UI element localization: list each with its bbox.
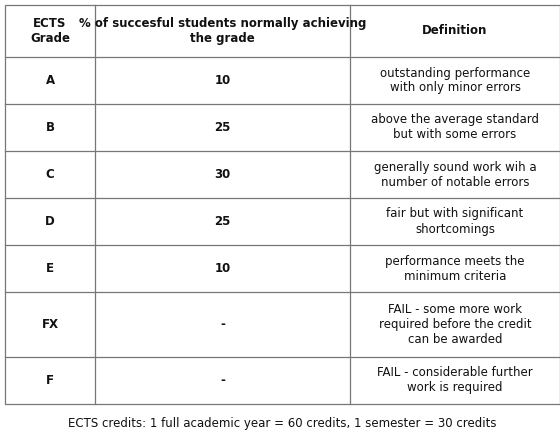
Text: D: D <box>45 215 55 228</box>
Text: performance meets the
minimum criteria: performance meets the minimum criteria <box>385 255 525 282</box>
Text: FX: FX <box>41 318 58 331</box>
Text: fair but with significant
shortcomings: fair but with significant shortcomings <box>386 207 524 236</box>
Text: 10: 10 <box>214 262 231 275</box>
Text: ECTS
Grade: ECTS Grade <box>30 17 70 45</box>
Text: C: C <box>45 168 54 181</box>
Text: -: - <box>220 318 225 331</box>
Text: 25: 25 <box>214 121 231 134</box>
Text: Definition: Definition <box>422 25 488 38</box>
Text: A: A <box>45 74 54 87</box>
Text: FAIL - considerable further
work is required: FAIL - considerable further work is requ… <box>377 366 533 394</box>
Text: 30: 30 <box>214 168 231 181</box>
Text: E: E <box>46 262 54 275</box>
Text: ECTS credits: 1 full academic year = 60 credits, 1 semester = 30 credits: ECTS credits: 1 full academic year = 60 … <box>68 417 497 430</box>
Text: F: F <box>46 374 54 387</box>
Text: generally sound work wih a
number of notable errors: generally sound work wih a number of not… <box>374 161 536 188</box>
Text: FAIL - some more work
required before the credit
can be awarded: FAIL - some more work required before th… <box>379 303 531 346</box>
Text: outstanding performance
with only minor errors: outstanding performance with only minor … <box>380 67 530 94</box>
Text: % of succesful students normally achieving
the grade: % of succesful students normally achievi… <box>79 17 366 45</box>
Text: -: - <box>220 374 225 387</box>
Text: 25: 25 <box>214 215 231 228</box>
Text: 10: 10 <box>214 74 231 87</box>
Text: above the average standard
but with some errors: above the average standard but with some… <box>371 113 539 142</box>
Text: B: B <box>45 121 54 134</box>
